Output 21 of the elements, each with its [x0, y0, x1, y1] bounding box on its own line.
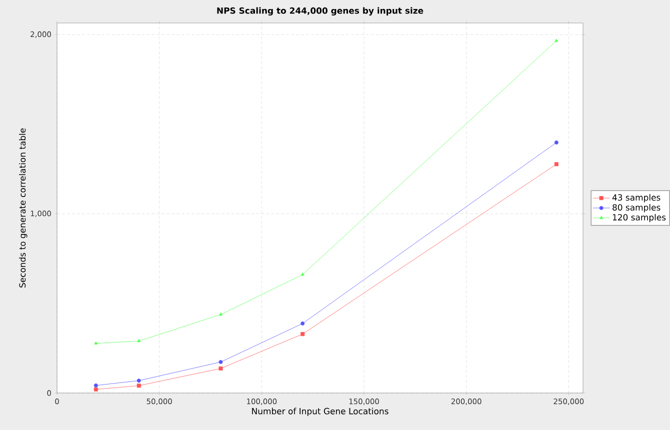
point [300, 272, 304, 276]
legend-label: 80 samples [612, 204, 660, 212]
point [554, 140, 558, 145]
chart-title: NPS Scaling to 244,000 genes by input size [217, 7, 424, 16]
y-axis-title: Seconds to generate correlation table [19, 128, 28, 288]
point [136, 378, 141, 383]
x-axis-title: Number of Input Gene Locations [252, 408, 388, 416]
point [136, 384, 141, 388]
point [94, 341, 98, 344]
point [94, 387, 98, 392]
legend-label: 43 samples [612, 194, 660, 202]
point [218, 312, 222, 316]
point [218, 360, 223, 364]
legend-label: 120 samples [612, 214, 666, 222]
point [137, 339, 141, 342]
point [300, 321, 305, 326]
point [94, 383, 98, 388]
point [554, 162, 558, 166]
point [554, 38, 558, 42]
point [300, 332, 305, 336]
point [218, 366, 223, 370]
